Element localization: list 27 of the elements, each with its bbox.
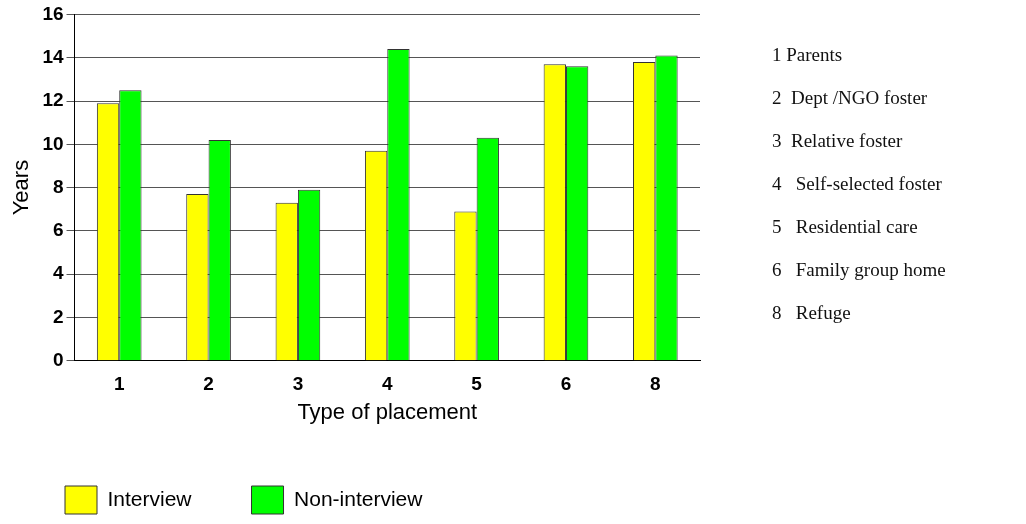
text: 8 Refuge <box>772 302 852 324</box>
y-tick-label: 0 <box>52 349 64 371</box>
y-tick-label: 16 <box>42 2 64 24</box>
legend-label: Non-interview <box>294 486 424 510</box>
x-tick-label: 4 <box>381 373 393 395</box>
x-tick-label: 8 <box>650 373 661 395</box>
text: 2 Dept /NGO foster <box>772 87 929 109</box>
text: 4 Self-selected foster <box>772 173 943 195</box>
y-tick-label: 4 <box>52 262 64 284</box>
text: 6 Family group home <box>772 259 947 281</box>
x-tick-label: 3 <box>292 373 304 395</box>
text: 3 Relative foster <box>772 130 904 152</box>
x-tick-label: 1 <box>113 373 125 395</box>
x-tick-label: 2 <box>203 373 214 395</box>
y-tick-label: 10 <box>42 132 64 154</box>
y-tick-label: 8 <box>52 175 64 197</box>
x-tick-label: 6 <box>560 373 572 395</box>
legend-label: Interview <box>107 486 193 510</box>
x-tick-label: 5 <box>471 373 483 395</box>
y-tick-label: 12 <box>42 89 64 111</box>
text: 1 Parents <box>772 44 844 66</box>
y-tick-label: 6 <box>52 219 64 241</box>
x-axis-title: Type of placement <box>297 398 478 424</box>
y-tick-label: 14 <box>42 45 64 67</box>
text: 5 Residential care <box>772 216 919 238</box>
y-axis-title: Years <box>8 159 34 216</box>
y-tick-label: 2 <box>52 305 64 327</box>
